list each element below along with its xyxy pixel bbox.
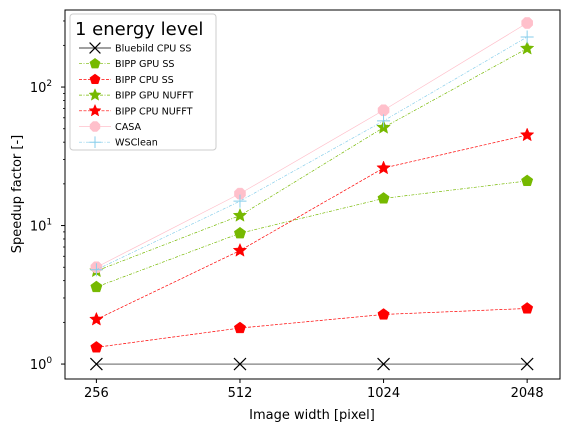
legend-marker-plus-mark	[89, 136, 101, 149]
legend-item-wsclean: WSClean	[79, 136, 158, 149]
legend-marker-x-mark	[89, 42, 101, 54]
x-tick-label: 1024	[367, 386, 400, 401]
data-point-plus-mark	[520, 30, 534, 44]
series-wsclean	[89, 30, 534, 277]
data-point-octagon	[521, 17, 533, 29]
x-tick-label: 512	[228, 386, 253, 401]
plot-frame	[64, 9, 561, 380]
y-tick-exponent: 0	[46, 356, 52, 366]
series-bipp-cpu-ss	[90, 302, 534, 353]
legend-label: BIPP CPU NUFFT	[115, 106, 193, 117]
legend-marker-star	[88, 103, 102, 117]
data-point-plus-mark	[89, 263, 103, 277]
y-tick-base: 10	[30, 81, 47, 96]
series-line	[96, 180, 528, 288]
series-bipp-gpu-ss	[90, 174, 534, 293]
data-point-x-mark	[520, 357, 534, 371]
y-axis-label: Speedup factor [-]	[10, 135, 25, 253]
x-tick-label: 256	[84, 386, 109, 401]
legend-item-bipp-cpu-nufft: BIPP CPU NUFFT	[79, 103, 193, 117]
data-point-x-mark	[377, 357, 390, 371]
y-tick-base: 10	[30, 220, 47, 235]
x-tick-label: 2048	[511, 386, 544, 401]
series-line	[96, 308, 528, 348]
data-point-pentagon	[90, 280, 103, 293]
data-point-pentagon	[233, 226, 246, 239]
legend-label: CASA	[115, 122, 142, 133]
data-point-star	[232, 207, 248, 222]
series-line	[96, 48, 528, 272]
legend-label: BIPP GPU NUFFT	[115, 91, 193, 102]
series-layer	[89, 17, 535, 371]
data-point-pentagon	[521, 174, 534, 187]
legend-marker-star	[88, 88, 102, 101]
legend-item-bipp-gpu-ss: BIPP GPU SS	[79, 57, 175, 70]
series-line	[96, 134, 528, 320]
y-tick-label: 101	[30, 218, 52, 235]
series-line	[96, 22, 528, 268]
y-tick-exponent: 2	[46, 79, 52, 89]
legend-item-bluebild-cpu-ss: Bluebild CPU SS	[79, 42, 192, 55]
data-point-star	[89, 311, 104, 326]
legend-marker-pentagon	[89, 73, 101, 85]
legend-label: BIPP GPU SS	[115, 59, 175, 70]
legend-item-bipp-gpu-nufft: BIPP GPU NUFFT	[79, 88, 193, 102]
legend: 1 energy level Bluebild CPU SS BIPP GPU S…	[69, 13, 217, 151]
data-point-star	[519, 40, 535, 55]
data-point-octagon	[377, 104, 390, 117]
data-point-star	[519, 127, 535, 142]
legend-marker-pentagon	[89, 57, 101, 69]
y-tick-label: 102	[30, 79, 52, 96]
y-tick-base: 10	[30, 358, 47, 373]
data-point-octagon	[234, 187, 246, 200]
legend-title: 1 energy level	[75, 19, 203, 40]
data-point-x-mark	[233, 357, 247, 371]
data-point-star	[232, 242, 248, 257]
data-point-plus-mark	[377, 114, 391, 128]
legend-label: WSClean	[115, 138, 158, 149]
x-axis-label: Image width [pixel]	[249, 408, 375, 423]
legend-label: Bluebild CPU SS	[115, 44, 192, 55]
series-bipp-cpu-nufft	[89, 127, 535, 326]
data-point-pentagon	[377, 308, 390, 320]
x-axis-ticks: 256 512 1024 2048	[84, 379, 544, 401]
data-point-plus-mark	[233, 194, 247, 208]
series-bluebild-cpu-ss	[89, 357, 534, 371]
legend-label: BIPP CPU SS	[115, 75, 174, 86]
data-point-pentagon	[90, 341, 103, 353]
data-point-pentagon	[233, 321, 246, 334]
legend-item-casa: CASA	[79, 121, 142, 133]
data-point-pentagon	[521, 302, 534, 314]
legend-item-bipp-cpu-ss: BIPP CPU SS	[79, 73, 174, 86]
data-point-x-mark	[89, 357, 103, 371]
legend-items: Bluebild CPU SS BIPP GPU SS BIPP CPU SS BIP…	[79, 42, 193, 149]
series-line	[96, 36, 528, 271]
legend-marker-octagon	[89, 121, 101, 132]
y-tick-exponent: 1	[46, 218, 52, 228]
data-point-star	[376, 160, 391, 175]
data-point-pentagon	[377, 192, 390, 204]
y-tick-label: 100	[30, 356, 53, 373]
